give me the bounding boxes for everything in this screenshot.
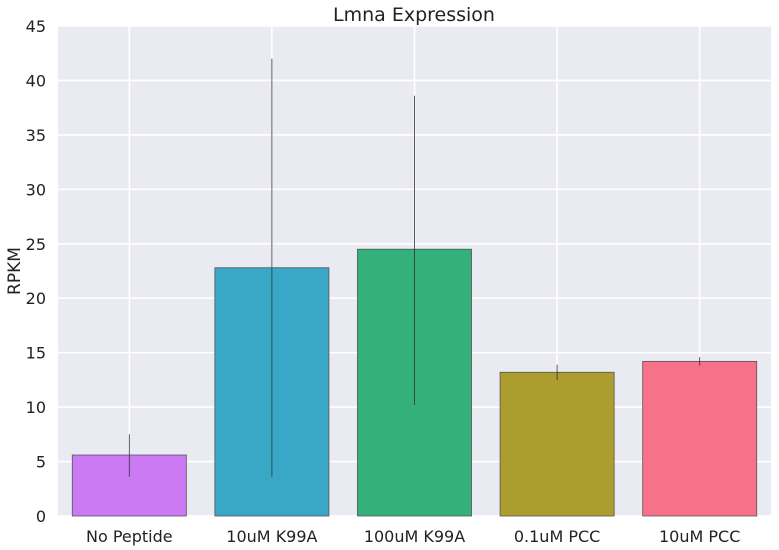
y-tick-label: 45 xyxy=(26,17,46,36)
y-tick-label: 10 xyxy=(26,398,46,417)
x-tick-label: 0.1uM PCC xyxy=(514,527,600,546)
bar xyxy=(499,371,615,517)
y-tick-label: 5 xyxy=(36,453,46,472)
x-tick-label: 100uM K99A xyxy=(364,527,465,546)
y-tick-label: 35 xyxy=(26,126,46,145)
bar xyxy=(642,360,758,517)
y-tick-label: 30 xyxy=(26,180,46,199)
x-tick-label: 10uM PCC xyxy=(659,527,740,546)
y-tick-label: 0 xyxy=(36,507,46,526)
x-tick-labels: No Peptide 10uM K99A 100uM K99A 0.1uM PCC 10… xyxy=(86,527,740,546)
x-tick-label: No Peptide xyxy=(86,527,173,546)
error-bars xyxy=(128,58,701,477)
y-tick-labels: 0 5 10 15 20 25 30 35 40 45 xyxy=(26,17,46,526)
y-tick-label: 25 xyxy=(26,235,46,254)
y-tick-label: 20 xyxy=(26,289,46,308)
y-tick-label: 40 xyxy=(26,71,46,90)
x-tick-label: 10uM K99A xyxy=(226,527,317,546)
y-axis-label: RPKM xyxy=(5,247,25,295)
y-tick-label: 15 xyxy=(26,344,46,363)
chart-title: Lmna Expression xyxy=(333,4,495,26)
